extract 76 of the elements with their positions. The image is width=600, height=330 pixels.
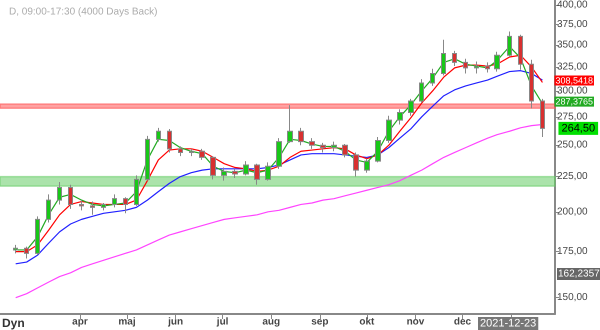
- candlestick: [529, 59, 534, 109]
- candlestick: [540, 98, 545, 138]
- y-tick-label: 225,00: [557, 171, 588, 182]
- candlestick: [485, 62, 490, 74]
- x-tick-label: jun: [167, 316, 184, 328]
- candlestick: [178, 146, 183, 157]
- y-tick-label: 325,00: [557, 61, 588, 72]
- candlestick: [408, 98, 414, 116]
- candlestick: [309, 138, 315, 150]
- candlestick: [167, 128, 172, 153]
- text: 162,2357: [558, 268, 600, 280]
- candlestick: [79, 200, 84, 211]
- x-tick-label: maj: [118, 316, 136, 328]
- candlestick: [57, 182, 62, 205]
- text: D, 09:00-17:30 (4000 Days Back): [9, 6, 158, 18]
- candlestick: [145, 135, 150, 182]
- candlestick: [210, 156, 216, 180]
- candlestick: [441, 39, 446, 76]
- y-tick-label: 275,00: [557, 111, 588, 122]
- candlestick: [221, 167, 227, 182]
- y-tick-label: 350,00: [557, 39, 588, 50]
- candlestick: [189, 148, 194, 157]
- x-tick-label: apr: [72, 316, 88, 328]
- candlestick: [507, 31, 512, 58]
- candlestick: [494, 51, 500, 72]
- y-tick-label: 375,00: [557, 18, 588, 30]
- candlestick: [276, 138, 282, 170]
- candlestick: [287, 104, 293, 144]
- y-tick-label: 150,00: [557, 292, 588, 304]
- candlestick: [13, 244, 18, 254]
- y-tick-label: 250,00: [557, 140, 588, 151]
- y-tick-label: 300,00: [557, 85, 588, 96]
- candlestick: [320, 142, 326, 153]
- x-tick-label: dec: [454, 316, 472, 328]
- x-tick-label: jul: [216, 316, 229, 328]
- y-tick-label: 175,00: [557, 246, 588, 258]
- candlestick: [353, 152, 359, 178]
- candlestick: [199, 148, 205, 160]
- candlestick: [232, 168, 238, 178]
- candlestick: [463, 58, 468, 74]
- candlestick: [430, 68, 435, 86]
- text: 2021-12-23: [480, 318, 536, 330]
- candlestick: [90, 201, 95, 216]
- candlestick: [518, 34, 523, 70]
- x-tick-label: nov: [406, 316, 425, 328]
- y-tick-label: 400,00: [557, 0, 588, 10]
- candlestick: [474, 60, 479, 74]
- candlestick: [68, 184, 73, 210]
- x-tick-label: sep: [311, 316, 328, 328]
- candlestick: [364, 158, 370, 174]
- data-label: 308,5418: [555, 75, 594, 86]
- candlestick: [452, 50, 457, 67]
- candlestick: [35, 216, 40, 256]
- candlestick: [112, 194, 117, 208]
- candlestick: [342, 144, 348, 158]
- candlestick: [156, 127, 161, 142]
- candlestick: [419, 78, 424, 104]
- candlestick: [265, 162, 271, 182]
- candlestick: [46, 194, 51, 223]
- candlestick: [331, 141, 337, 152]
- candlestick: [101, 202, 106, 211]
- text: 264,50: [561, 122, 596, 134]
- candlestick: [134, 174, 139, 206]
- candlestick: [375, 136, 381, 163]
- candlestick: [397, 108, 403, 125]
- text: Dyn: [2, 316, 25, 330]
- candlestick: [298, 127, 304, 146]
- x-tick-label: aug: [262, 316, 280, 328]
- candlestick: [24, 246, 29, 260]
- candlestick: [386, 115, 392, 144]
- y-tick-label: 200,00: [557, 206, 588, 218]
- candlestick: [254, 163, 260, 186]
- data-label: 287,3765: [555, 96, 594, 107]
- candlestick: [123, 196, 128, 214]
- x-tick-label: okt: [359, 316, 376, 328]
- candlestick: [243, 160, 249, 176]
